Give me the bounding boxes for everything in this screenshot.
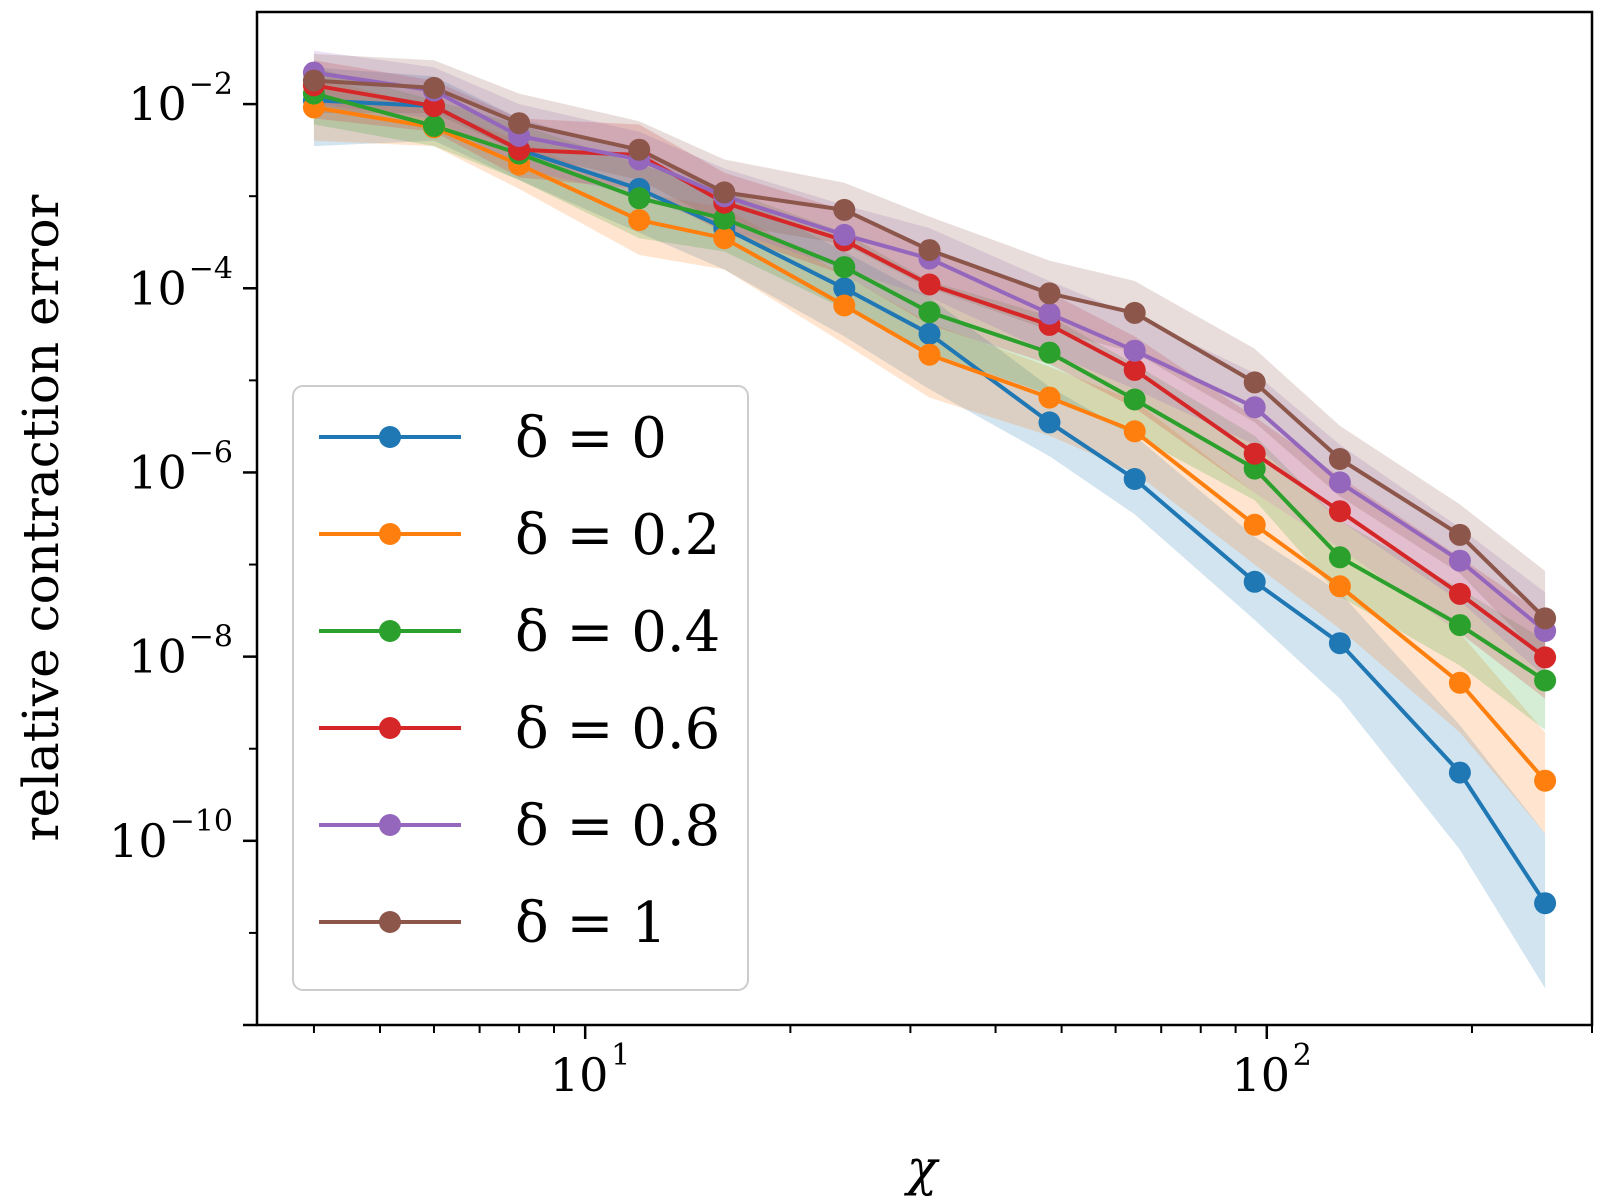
point-delta-0-x192 xyxy=(1448,761,1471,784)
point-delta-0p2-x64 xyxy=(1123,420,1146,443)
point-delta-0-x32 xyxy=(918,322,941,345)
point-delta-0p2-x24 xyxy=(833,294,856,317)
point-delta-0p2-x96 xyxy=(1243,513,1266,536)
point-delta-1-x6 xyxy=(423,76,445,99)
legend-label-delta-0: δ = 0 xyxy=(515,406,667,471)
point-delta-1-x96 xyxy=(1243,371,1266,394)
point-delta-0p2-x12 xyxy=(628,209,651,232)
series-markers xyxy=(302,61,1557,915)
point-delta-0p4-x16 xyxy=(713,207,736,230)
point-delta-0p4-x48 xyxy=(1038,341,1061,364)
point-delta-1-x24 xyxy=(833,198,856,221)
point-delta-0-x256 xyxy=(1534,892,1557,915)
point-delta-0p2-x32 xyxy=(918,343,941,366)
point-delta-0p8-x192 xyxy=(1448,549,1471,572)
legend-marker-delta-0p4 xyxy=(379,620,401,642)
point-delta-0p6-x256 xyxy=(1534,646,1557,669)
point-delta-0p6-x96 xyxy=(1243,442,1266,465)
y-tick-exp-−6: −6 xyxy=(189,435,233,470)
legend-label-delta-0p4: δ = 0.4 xyxy=(515,600,720,665)
legend-marker-delta-0p6 xyxy=(379,717,401,739)
y-tick-label-−10: 10 xyxy=(109,814,168,868)
point-delta-0p6-x128 xyxy=(1328,500,1351,523)
point-delta-1-x8 xyxy=(508,112,531,135)
y-tick-exp-−2: −2 xyxy=(189,67,233,102)
point-delta-0-x24 xyxy=(833,277,856,300)
point-delta-0p4-x192 xyxy=(1448,614,1471,637)
x-axis-ticks: 10 1 10 2 xyxy=(312,1025,1593,1102)
point-delta-0p2-x128 xyxy=(1328,575,1351,598)
legend-label-delta-0p6: δ = 0.6 xyxy=(515,697,720,762)
legend-marker-delta-0p8 xyxy=(379,814,401,836)
legend-box xyxy=(292,385,749,991)
y-tick-exp-−8: −8 xyxy=(189,620,233,655)
y-axis-label: relative contraction error xyxy=(12,194,70,841)
point-delta-0p4-x256 xyxy=(1534,669,1557,692)
point-delta-0p2-x16 xyxy=(713,227,736,250)
point-delta-0p8-x24 xyxy=(833,223,856,246)
point-delta-1-x16 xyxy=(713,181,736,204)
legend-marker-delta-0p2 xyxy=(379,523,401,545)
legend-marker-delta-1 xyxy=(379,911,401,933)
legend-marker-delta-0 xyxy=(379,426,401,448)
x-tick-label-10: 10 xyxy=(550,1048,609,1102)
point-delta-0p4-x6 xyxy=(423,114,445,137)
point-delta-1-x192 xyxy=(1448,523,1471,546)
point-delta-0p6-x6 xyxy=(423,95,445,118)
y-tick-exp-−4: −4 xyxy=(189,251,233,286)
point-delta-1-x48 xyxy=(1038,282,1061,305)
y-tick-exp-−10: −10 xyxy=(170,804,233,839)
x-tick-exp-100: 2 xyxy=(1293,1038,1312,1073)
point-delta-0p8-x64 xyxy=(1123,339,1146,362)
legend-label-delta-0p2: δ = 0.2 xyxy=(515,503,720,568)
point-delta-0p8-x128 xyxy=(1328,471,1351,494)
point-delta-0p8-x48 xyxy=(1038,302,1061,325)
point-delta-0p2-x256 xyxy=(1534,769,1557,792)
point-delta-0p4-x24 xyxy=(833,256,856,279)
point-delta-0p4-x128 xyxy=(1328,546,1351,569)
point-delta-0p4-x12 xyxy=(628,187,651,210)
legend-label-delta-0p8: δ = 0.8 xyxy=(515,794,720,859)
point-delta-0-x128 xyxy=(1328,632,1351,655)
x-tick-label-100: 10 xyxy=(1232,1048,1291,1102)
y-tick-label-−4: 10 xyxy=(128,261,187,315)
point-delta-0p4-x64 xyxy=(1123,388,1146,411)
x-axis-label: χ xyxy=(904,1139,940,1197)
point-delta-1-x12 xyxy=(628,138,651,161)
x-tick-exp-10: 1 xyxy=(611,1038,630,1073)
point-delta-0p6-x192 xyxy=(1448,582,1471,605)
y-tick-label-−2: 10 xyxy=(128,77,187,131)
point-delta-0p2-x48 xyxy=(1038,386,1061,409)
plot-frame xyxy=(255,10,1594,1027)
point-delta-0-x96 xyxy=(1243,570,1266,593)
point-delta-0p2-x192 xyxy=(1448,671,1471,694)
point-delta-0-x64 xyxy=(1123,468,1146,490)
point-delta-0-x48 xyxy=(1038,411,1061,434)
point-delta-1-x256 xyxy=(1534,607,1557,630)
point-delta-0p8-x96 xyxy=(1243,396,1266,419)
point-delta-0p6-x64 xyxy=(1123,358,1146,381)
point-delta-1-x32 xyxy=(918,239,941,262)
point-delta-1-x4 xyxy=(302,69,325,92)
point-delta-0p6-x32 xyxy=(918,273,941,296)
legend-label-delta-1: δ = 1 xyxy=(515,891,667,956)
y-tick-label-−6: 10 xyxy=(128,445,187,499)
point-delta-1-x64 xyxy=(1123,301,1146,324)
legend: δ = 0 δ = 0.2 δ = 0.4 δ = 0.6 δ = 0.8 δ = 1 xyxy=(292,385,749,991)
y-tick-label-−8: 10 xyxy=(128,630,187,684)
point-delta-0p4-x32 xyxy=(918,301,941,324)
point-delta-1-x128 xyxy=(1328,448,1351,470)
